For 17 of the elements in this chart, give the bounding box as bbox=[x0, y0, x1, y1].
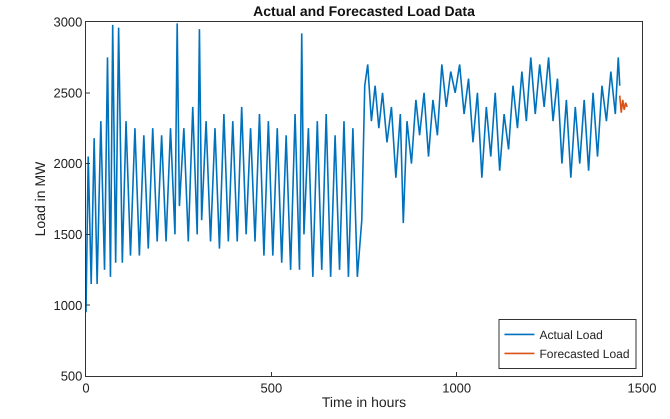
x-axis-title: Time in hours bbox=[322, 394, 406, 410]
y-tick-label: 3000 bbox=[53, 14, 82, 30]
y-axis-title: Load in MW bbox=[32, 160, 48, 236]
x-tick-label: 0 bbox=[82, 380, 90, 396]
y-tick-label: 1500 bbox=[53, 226, 82, 242]
x-tick-label: 1500 bbox=[628, 380, 656, 396]
x-tick-label: 1000 bbox=[442, 380, 472, 396]
y-tick-label: 1000 bbox=[53, 298, 82, 313]
line-series bbox=[86, 22, 621, 314]
legend-label: Actual Load bbox=[539, 328, 603, 342]
chart-title: Actual and Forecasted Load Data bbox=[253, 3, 476, 20]
legend-label: Forecasted Load bbox=[539, 347, 630, 362]
x-tick-label: 500 bbox=[260, 380, 282, 396]
y-tick-label: 2500 bbox=[53, 85, 82, 100]
y-tick-label: 2000 bbox=[53, 156, 82, 172]
line-series bbox=[618, 94, 628, 114]
y-tick-label: 500 bbox=[60, 368, 82, 384]
